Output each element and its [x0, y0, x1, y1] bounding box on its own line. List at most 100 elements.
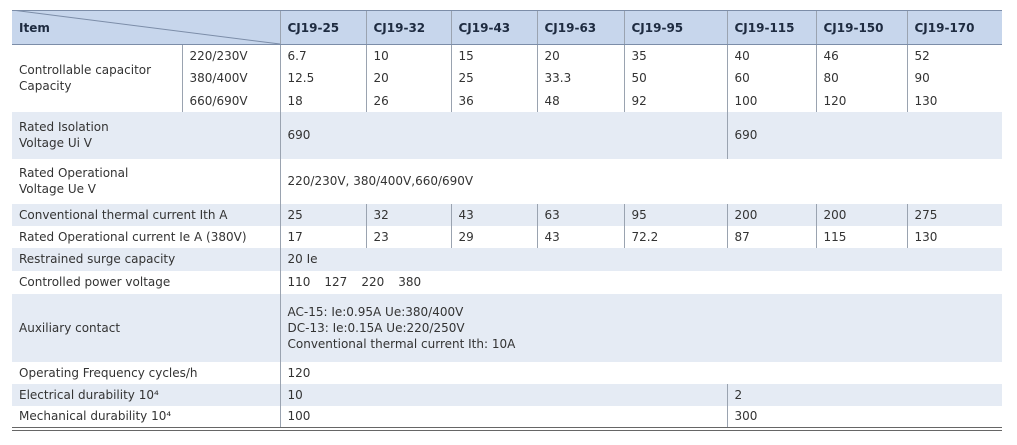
label-line: Rated Isolation [19, 120, 109, 134]
cell: 120 [279, 361, 1002, 384]
cell: 32 [365, 203, 451, 226]
label-line: Voltage Ue V [19, 182, 97, 196]
cell: 220/230V, 380/400V,660/690V [279, 158, 1002, 204]
row: Rated Isolation Voltage Ui V 690 690 [12, 111, 1002, 159]
cell: 130 [906, 225, 1002, 248]
cell: 43 [536, 225, 624, 248]
cell: 2 [726, 383, 1002, 406]
line: Conventional thermal current Ith: 10A [287, 336, 516, 351]
cell: 120 [815, 89, 907, 112]
header-diagonal [12, 10, 280, 45]
header-model: CJ19-150 [815, 10, 907, 45]
row-label: Auxiliary contact [12, 293, 280, 362]
row: Operating Frequency cycles/h 120 [12, 361, 1002, 384]
header-model: CJ19-95 [623, 10, 727, 45]
header-model: CJ19-170 [906, 10, 1002, 45]
row-label: Controlled power voltage [19, 275, 171, 289]
row-label: Mechanical durability 10⁴ [12, 405, 280, 431]
label-line: Controllable capacitor [19, 63, 152, 78]
cell: 40 [726, 44, 816, 67]
cell: AC-15: Ie:0.95A Ue:380/400V DC-13: Ie:0.1… [279, 293, 1002, 362]
cell: 20 [365, 66, 451, 90]
cell: 18 [279, 89, 366, 112]
cell: 35 [623, 44, 727, 67]
row-label: Controllable capacitor Capacity [12, 45, 182, 112]
cell: 72.2 [623, 225, 727, 248]
cell: 300 [726, 405, 1002, 431]
label-line: Rated Operational [19, 166, 129, 180]
value: 380 [398, 275, 422, 289]
row: Rated Operational Voltage Ue V 220/230V, … [12, 158, 1002, 204]
line: DC-13: Ie:0.15A Ue:220/250V [287, 320, 465, 335]
row: 380/400V 12.5 20 25 33.3 50 60 80 90 [12, 66, 1002, 90]
cell: 100 [279, 405, 727, 431]
cell: 12.5 [279, 66, 366, 90]
row: Mechanical durability 10⁴ 100 300 [12, 405, 1002, 431]
row: Rated Operational current Ie A (380V) 17… [12, 225, 1002, 248]
row: Electrical durability 10⁴ 10 2 [12, 383, 1002, 406]
cell: 43 [450, 203, 537, 226]
row-label: Conventional thermal current Ith A [12, 203, 280, 226]
row: Controlled power voltage 110 127 220 380 [12, 270, 1002, 294]
cell: 15 [450, 44, 537, 67]
value: 110 [287, 275, 311, 289]
cell: 200 [815, 203, 907, 226]
cell: 6.7 [279, 44, 366, 67]
cell: 80 [815, 66, 907, 90]
cell: 110 127 220 380 [279, 270, 1002, 294]
row: Auxiliary contact AC-15: Ie:0.95A Ue:380… [12, 293, 1002, 362]
spec-table: Item CJ19-25 CJ19-32 CJ19-43 CJ19-63 CJ1… [12, 10, 1002, 431]
cell: 60 [726, 66, 816, 90]
cell: 92 [623, 89, 727, 112]
sub-label: 380/400V [181, 66, 280, 90]
cell: 87 [726, 225, 816, 248]
row-label: Restrained surge capacity [12, 247, 280, 271]
cell: 690 [279, 111, 727, 159]
label-line: Capacity [19, 79, 72, 94]
cell: 130 [906, 89, 1002, 112]
cell: 275 [906, 203, 1002, 226]
cell: 63 [536, 203, 624, 226]
row: 660/690V 18 26 36 48 92 100 120 130 [12, 89, 1002, 112]
cell: 33.3 [536, 66, 624, 90]
row: Restrained surge capacity 20 Ie [12, 247, 1002, 271]
cell: 20 Ie [279, 247, 1002, 271]
cell: 50 [623, 66, 727, 90]
row: Controllable capacitor Capacity 220/230V 6… [12, 44, 1002, 93]
cell: 200 [726, 203, 816, 226]
cell: 10 [279, 383, 727, 406]
cell: 25 [279, 203, 366, 226]
cell: 26 [365, 89, 451, 112]
cell: 10 [365, 44, 451, 67]
value: 220 [361, 275, 385, 289]
cell: 36 [450, 89, 537, 112]
row: Conventional thermal current Ith A 25 32 4… [12, 203, 1002, 226]
header-model: CJ19-63 [536, 10, 624, 45]
cell: 90 [906, 66, 1002, 90]
header-model: CJ19-43 [450, 10, 537, 45]
cell: 690 [726, 111, 1002, 159]
cell: 23 [365, 225, 451, 248]
header-model: CJ19-25 [279, 10, 366, 45]
row-label: Operating Frequency cycles/h [19, 365, 198, 380]
line: AC-15: Ie:0.95A Ue:380/400V [287, 304, 464, 319]
row-label: Electrical durability 10⁴ [12, 383, 280, 406]
header-model: CJ19-32 [365, 10, 451, 45]
label-line: Voltage Ui V [19, 136, 92, 150]
cell: 115 [815, 225, 907, 248]
cell: 100 [726, 89, 816, 112]
cell: 25 [450, 66, 537, 90]
sub-label: 660/690V [181, 89, 280, 112]
cell: 20 [536, 44, 624, 67]
spec-table-wrap: Item CJ19-25 CJ19-32 CJ19-43 CJ19-63 CJ1… [12, 10, 1002, 431]
row-label: Rated Operational Voltage Ue V [12, 159, 280, 204]
row-label: Rated Isolation Voltage Ui V [12, 111, 280, 159]
header-model: CJ19-115 [726, 10, 816, 45]
cell: 95 [623, 203, 727, 226]
sub-label: 220/230V [181, 44, 280, 67]
cell: 48 [536, 89, 624, 112]
cell: 29 [450, 225, 537, 248]
row-label: Rated Operational current Ie A (380V) [19, 229, 247, 244]
cell: 46 [815, 44, 907, 67]
